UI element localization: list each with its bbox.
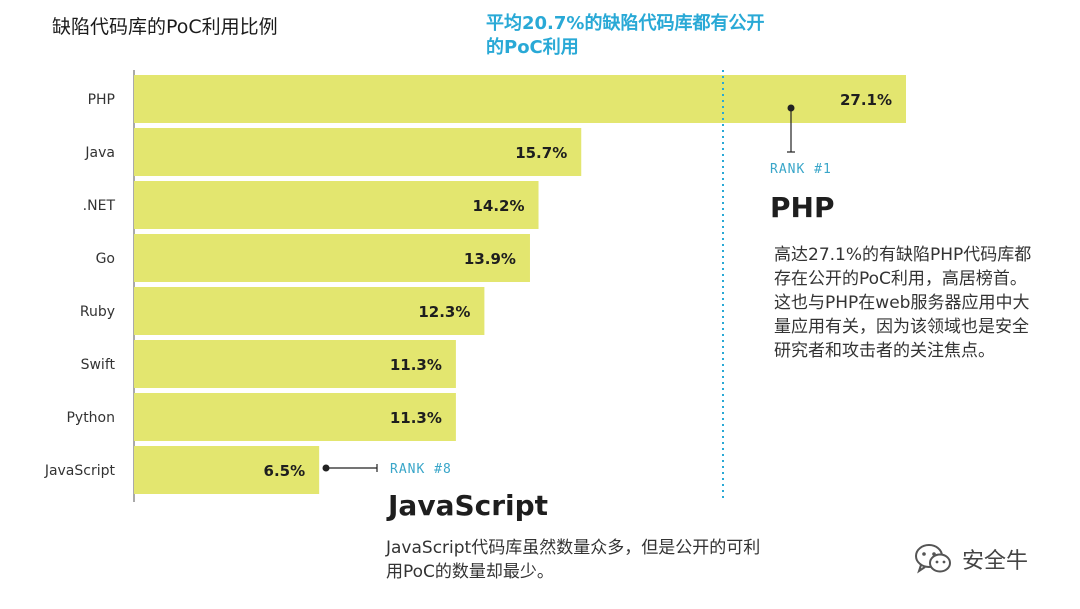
- category-label-php: PHP: [88, 92, 115, 108]
- category-label-java: Java: [84, 145, 115, 161]
- javascript-rank-label: RANK #8: [390, 462, 452, 477]
- category-label-swift: Swift: [81, 357, 116, 373]
- javascript-callout-description: JavaScript代码库虽然数量众多，但是公开的可利用PoC的数量却最少。: [386, 538, 761, 582]
- value-label-go: 13.9%: [464, 250, 516, 268]
- wechat-icon: [915, 544, 951, 574]
- bar-javascript: [134, 446, 320, 494]
- category-label-go: Go: [96, 251, 115, 267]
- bar-python: [134, 393, 456, 441]
- bar-net: [134, 181, 539, 229]
- value-label-java: 15.7%: [515, 144, 567, 162]
- value-label-swift: 11.3%: [390, 356, 442, 374]
- watermark-text: 安全牛: [962, 549, 1029, 574]
- bar-php: [134, 75, 906, 123]
- value-label-javascript: 6.5%: [264, 462, 306, 480]
- value-label-ruby: 12.3%: [418, 303, 470, 321]
- category-label-python: Python: [66, 410, 115, 426]
- javascript-callout-name: JavaScript: [388, 489, 549, 522]
- bar-swift: [134, 340, 456, 388]
- category-label-ruby: Ruby: [80, 304, 115, 320]
- bar-go: [134, 234, 530, 282]
- value-label-python: 11.3%: [390, 409, 442, 427]
- php-callout-description: 高达27.1%的有缺陷PHP代码库都存在公开的PoC利用，高居榜首。这也与PHP…: [774, 245, 1032, 361]
- page-title: 缺陷代码库的PoC利用比例: [52, 16, 278, 38]
- php-rank-label: RANK #1: [770, 162, 832, 177]
- average-note: 平均20.7%的缺陷代码库都有公开的PoC利用: [486, 13, 765, 58]
- category-label-javascript: JavaScript: [44, 463, 116, 479]
- watermark: 安全牛: [914, 543, 1028, 575]
- value-label-net: 14.2%: [472, 197, 524, 215]
- category-label-net: .NET: [83, 198, 116, 214]
- value-label-php: 27.1%: [840, 91, 892, 109]
- bar-ruby: [134, 287, 485, 335]
- php-callout-name: PHP: [770, 191, 835, 224]
- bar-java: [134, 128, 582, 176]
